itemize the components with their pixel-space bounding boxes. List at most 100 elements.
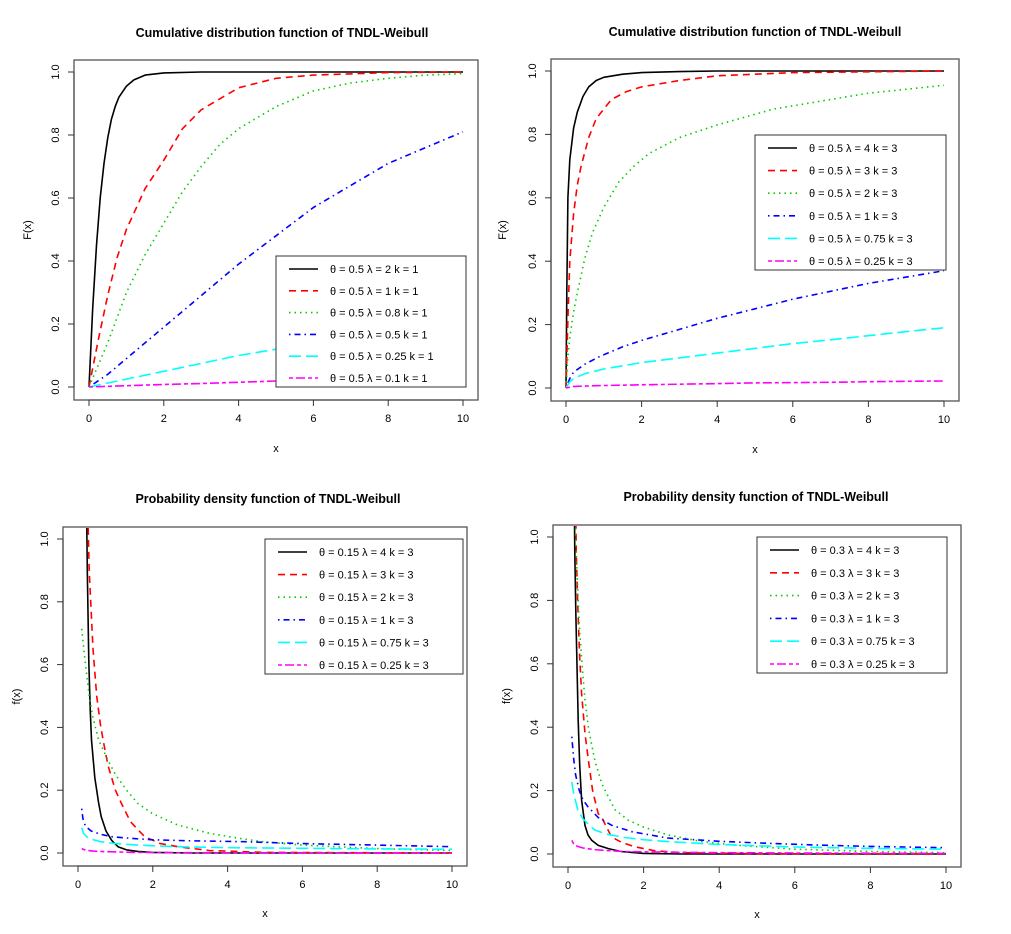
x-tick-label: 8: [374, 879, 380, 891]
legend-label: θ = 0.5 λ = 0.25 k = 1: [330, 351, 434, 363]
legend-label: θ = 0.15 λ = 3 k = 3: [319, 570, 413, 582]
x-tick-label: 0: [565, 880, 571, 892]
y-tick-label: 1.0: [50, 64, 62, 79]
x-tick-label: 6: [310, 413, 316, 425]
y-tick-label: 0.8: [50, 127, 62, 142]
legend-label: θ = 0.5 λ = 0.1 k = 1: [330, 373, 428, 385]
series-group: [565, 70, 945, 389]
chart-title: Probability density function of TNDL-Wei…: [135, 492, 400, 506]
x-tick-label: 0: [563, 414, 569, 426]
series-group: [80, 528, 453, 854]
y-tick-label: 1.0: [529, 529, 541, 544]
x-axis: 0 2 4 6 8 10: [563, 400, 950, 426]
legend-label: θ = 0.3 λ = 1 k = 3: [811, 613, 899, 625]
y-tick-label: 0.8: [529, 593, 541, 608]
legend-box: [754, 134, 947, 271]
x-tick-label: 6: [790, 414, 796, 426]
y-tick-label: 0.2: [39, 783, 51, 798]
chart-panel-4: Probability density function of TNDL-Wei…: [501, 490, 962, 921]
legend: θ = 0.5 λ = 2 k = 1 θ = 0.5 λ = 1 k = 1 θ …: [275, 255, 467, 388]
series-line-1: [86, 528, 452, 854]
x-axis-label: x: [752, 444, 758, 456]
legend-label: θ = 0.3 λ = 0.75 k = 3: [811, 636, 915, 648]
y-tick-label: 0.4: [527, 254, 539, 269]
x-tick-label: 4: [714, 414, 720, 426]
x-axis: 0 2 4 6 8 10: [75, 865, 458, 891]
series-line-3: [88, 72, 464, 388]
y-axis: 0.0 0.2 0.4 0.6 0.8 1.0: [50, 64, 75, 395]
legend-label: θ = 0.5 λ = 0.5 k = 1: [330, 329, 428, 341]
x-tick-label: 10: [457, 413, 469, 425]
series-line-6: [571, 840, 947, 855]
x-tick-label: 2: [639, 414, 645, 426]
x-axis: 0 2 4 6 8 10: [86, 399, 469, 425]
legend-label: θ = 0.5 λ = 1 k = 3: [809, 211, 897, 223]
y-axis-label: F(x): [497, 220, 509, 240]
legend-label: θ = 0.5 λ = 1 k = 1: [330, 286, 418, 298]
series-line-6: [565, 380, 945, 389]
legend-label: θ = 0.3 λ = 3 k = 3: [811, 568, 899, 580]
y-axis-label: f(x): [501, 688, 513, 704]
y-tick-label: 0.4: [39, 720, 51, 735]
legend-label: θ = 0.5 λ = 0.75 k = 3: [809, 233, 913, 245]
x-tick-label: 2: [161, 413, 167, 425]
y-tick-label: 0.6: [527, 190, 539, 205]
chart-panel-1: Cumulative distribution function of TNDL…: [22, 26, 479, 455]
series-line-1: [573, 526, 946, 855]
y-tick-label: 0.6: [39, 657, 51, 672]
y-tick-label: 0.0: [527, 380, 539, 395]
series-line-4: [80, 808, 453, 848]
series-line-3: [80, 628, 453, 852]
y-tick-label: 1.0: [527, 63, 539, 78]
y-tick-label: 0.0: [50, 379, 62, 394]
legend-label: θ = 0.15 λ = 0.25 k = 3: [319, 660, 429, 672]
legend-label: θ = 0.5 λ = 0.25 k = 3: [809, 256, 913, 268]
y-tick-label: 0.8: [527, 127, 539, 142]
legend-label: θ = 0.15 λ = 2 k = 3: [319, 592, 413, 604]
legend-label: θ = 0.5 λ = 2 k = 3: [809, 188, 897, 200]
series-line-1: [88, 71, 463, 388]
series-line-2: [87, 528, 453, 854]
chart-title: Cumulative distribution function of TNDL…: [136, 26, 429, 40]
y-tick-label: 0.2: [527, 317, 539, 332]
x-axis-label: x: [273, 443, 279, 455]
series-line-5: [571, 781, 947, 850]
x-tick-label: 2: [150, 879, 156, 891]
series-line-2: [88, 71, 464, 388]
x-axis-label: x: [754, 909, 760, 921]
series-line-4: [88, 131, 464, 388]
x-tick-label: 8: [867, 880, 873, 892]
x-tick-label: 10: [446, 879, 458, 891]
legend-label: θ = 0.5 λ = 0.8 k = 1: [330, 308, 428, 320]
x-tick-label: 4: [236, 413, 242, 425]
x-tick-label: 0: [75, 879, 81, 891]
chart-panel-2: Cumulative distribution function of TNDL…: [497, 25, 960, 456]
x-tick-label: 6: [299, 879, 305, 891]
x-tick-label: 4: [716, 880, 722, 892]
x-tick-label: 4: [225, 879, 231, 891]
series-line-5: [565, 327, 945, 389]
chart-title: Cumulative distribution function of TNDL…: [609, 25, 902, 39]
x-tick-label: 2: [641, 880, 647, 892]
y-tick-label: 0.6: [50, 190, 62, 205]
legend-box: [756, 536, 948, 674]
x-tick-label: 6: [792, 880, 798, 892]
x-tick-label: 8: [865, 414, 871, 426]
legend-box: [275, 255, 467, 388]
legend-label: θ = 0.3 λ = 2 k = 3: [811, 591, 899, 603]
y-tick-label: 0.4: [529, 720, 541, 735]
y-tick-label: 0.0: [529, 846, 541, 861]
x-tick-label: 8: [385, 413, 391, 425]
y-axis: 0.0 0.2 0.4 0.6 0.8 1.0: [529, 529, 554, 862]
legend-label: θ = 0.3 λ = 0.25 k = 3: [811, 659, 915, 671]
y-axis: 0.0 0.2 0.4 0.6 0.8 1.0: [527, 63, 552, 396]
y-axis-label: F(x): [22, 220, 34, 240]
series-group: [571, 526, 947, 855]
series-line-5: [80, 827, 453, 851]
y-tick-label: 0.8: [39, 594, 51, 609]
y-tick-label: 0.4: [50, 253, 62, 268]
series-line-1: [565, 70, 944, 389]
y-tick-label: 0.2: [50, 316, 62, 331]
legend: θ = 0.15 λ = 4 k = 3 θ = 0.15 λ = 3 k = 3…: [264, 538, 464, 675]
